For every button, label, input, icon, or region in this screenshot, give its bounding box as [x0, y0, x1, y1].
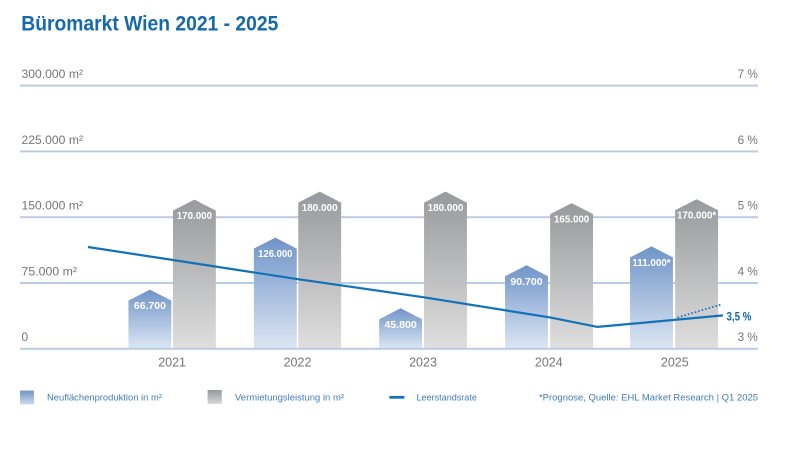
svg-text:Vermietungsleistung in m²: Vermietungsleistung in m² [235, 393, 344, 403]
svg-text:111.000*: 111.000* [632, 258, 670, 269]
svg-text:126.000: 126.000 [258, 249, 293, 260]
svg-text:225.000 m²: 225.000 m² [22, 133, 84, 147]
svg-text:Leerstandsrate: Leerstandsrate [417, 393, 477, 403]
svg-text:3,5 %: 3,5 % [727, 309, 752, 323]
svg-text:Büromarkt Wien 2021 - 2025: Büromarkt Wien 2021 - 2025 [21, 12, 278, 35]
svg-text:180.000: 180.000 [428, 203, 464, 214]
svg-text:0: 0 [22, 330, 29, 344]
svg-text:6 %: 6 % [738, 134, 758, 147]
svg-text:3 %: 3 % [738, 331, 758, 344]
svg-text:300.000 m²: 300.000 m² [22, 67, 84, 81]
svg-text:170.000: 170.000 [177, 211, 213, 222]
svg-text:2021: 2021 [158, 356, 186, 370]
svg-text:5 %: 5 % [738, 200, 758, 213]
svg-text:165.000: 165.000 [554, 215, 589, 226]
svg-text:4 %: 4 % [738, 265, 758, 278]
svg-text:180.000: 180.000 [302, 203, 338, 214]
svg-text:2023: 2023 [409, 356, 437, 370]
svg-text:Neuflächenproduktion in m²: Neuflächenproduktion in m² [47, 393, 162, 403]
svg-text:*Prognose, Quelle: EHL Market: *Prognose, Quelle: EHL Market Research |… [539, 393, 758, 403]
svg-text:150.000 m²: 150.000 m² [22, 199, 84, 213]
svg-text:2022: 2022 [284, 356, 312, 370]
svg-text:170.000*: 170.000* [677, 211, 716, 222]
svg-text:75.000 m²: 75.000 m² [22, 264, 78, 278]
svg-text:90.700: 90.700 [510, 277, 542, 288]
svg-text:2024: 2024 [535, 356, 563, 370]
svg-text:2025: 2025 [661, 356, 689, 370]
svg-text:7 %: 7 % [738, 68, 758, 81]
svg-text:45.800: 45.800 [384, 320, 417, 331]
svg-text:66.700: 66.700 [134, 301, 166, 312]
